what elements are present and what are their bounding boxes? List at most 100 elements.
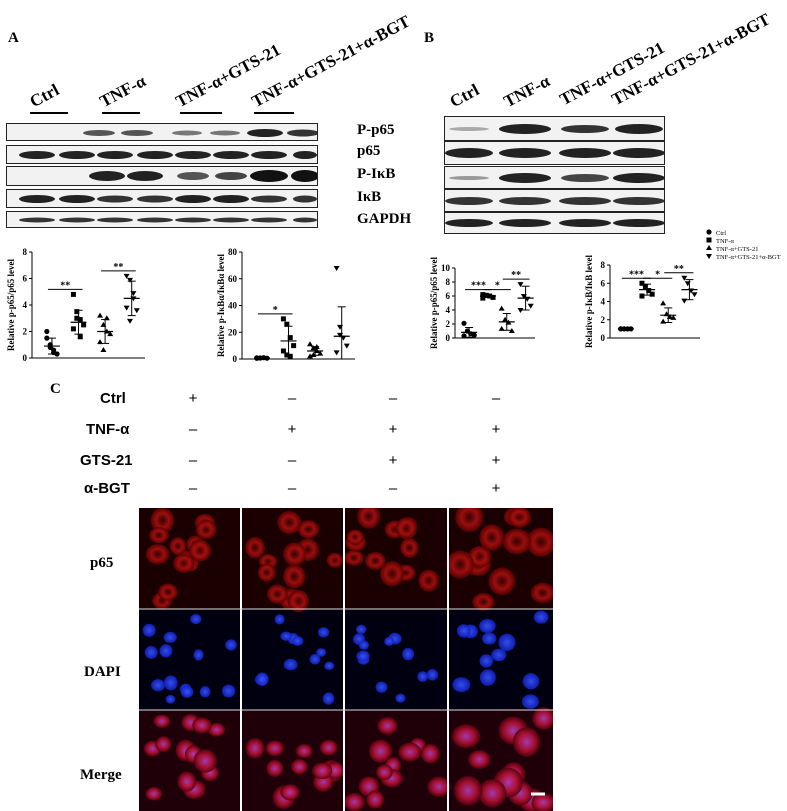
data-point — [287, 353, 293, 359]
data-point — [127, 318, 134, 324]
legend-marker — [706, 245, 712, 250]
data-point — [527, 303, 534, 309]
cell — [245, 737, 265, 759]
blot-b-p65 — [444, 141, 665, 165]
nucleus — [274, 614, 285, 625]
data-point — [280, 316, 286, 322]
cell — [468, 750, 491, 769]
cell — [472, 592, 495, 611]
data-point — [74, 315, 80, 321]
treatment-sign: – — [188, 480, 198, 497]
cell — [453, 775, 483, 806]
cell — [468, 545, 492, 568]
data-point — [307, 341, 314, 347]
data-point — [343, 343, 350, 349]
blot-a-p-p65 — [6, 123, 319, 141]
data-point — [490, 294, 496, 300]
cell — [155, 736, 172, 753]
cell — [344, 550, 364, 566]
nucleus — [522, 694, 539, 709]
y-tick-label: 10 — [441, 263, 451, 273]
blot-a-gapdh-bands — [19, 217, 317, 223]
cell — [245, 536, 265, 559]
treatment-label-gts: GTS-21 — [80, 452, 133, 469]
cell — [207, 722, 226, 737]
cell — [193, 749, 217, 773]
data-point — [670, 314, 677, 320]
data-point — [77, 334, 83, 340]
y-tick-label: 2 — [601, 315, 606, 325]
blot-a-p-p65-bands — [83, 129, 319, 137]
significance-label: * — [495, 281, 500, 292]
nucleus — [426, 669, 439, 681]
blot-label-gapdh: GAPDH — [357, 211, 412, 227]
nucleus — [452, 677, 471, 693]
data-point — [681, 275, 688, 281]
treatment-sign: – — [287, 452, 297, 469]
cell — [149, 527, 169, 544]
cell — [507, 508, 532, 528]
data-point — [646, 288, 652, 294]
data-point — [307, 353, 314, 359]
blot-b-gapdh-bands — [445, 219, 665, 227]
y-tick-label: 6 — [23, 274, 28, 284]
data-point — [517, 308, 524, 313]
cell — [455, 508, 484, 532]
legend-label: TNF-α+GTS-21 — [716, 246, 758, 253]
cell — [479, 524, 504, 551]
nucleus — [193, 649, 204, 661]
data-point — [44, 335, 50, 341]
nucleus — [221, 684, 236, 698]
nucleus — [280, 631, 292, 641]
data-point — [480, 295, 486, 301]
cell — [277, 510, 302, 534]
cell — [395, 517, 418, 540]
data-point — [333, 350, 340, 356]
nucleus — [356, 650, 370, 662]
significance-label: *** — [471, 281, 486, 292]
significance-label: ** — [674, 264, 684, 275]
nucleus — [479, 654, 494, 668]
y-axis-label: Relative p-IκBα/IκBα level — [216, 253, 226, 357]
treatment-label-ctrl: Ctrl — [100, 390, 126, 407]
legend-marker — [706, 254, 712, 259]
treatment-sign: + — [491, 452, 501, 469]
cell — [400, 537, 419, 558]
data-point — [333, 266, 340, 272]
significance-label: ** — [60, 280, 70, 291]
treatment-label-tnf: TNF-α — [86, 421, 130, 438]
blot-a-p-ikb — [6, 166, 319, 186]
cell — [189, 539, 212, 562]
data-point — [70, 326, 76, 332]
blot-a-p65-bands — [19, 151, 317, 159]
nucleus — [456, 624, 471, 638]
treatment-sign: – — [287, 480, 297, 497]
blot-b-ikb-bands — [445, 197, 665, 205]
data-point — [461, 320, 467, 326]
data-point — [471, 332, 477, 338]
nucleus — [283, 658, 298, 671]
nucleus — [316, 648, 327, 657]
data-point — [97, 312, 104, 318]
data-point — [284, 352, 290, 358]
nucleus — [151, 679, 165, 692]
cell — [398, 742, 422, 762]
cell — [266, 759, 284, 777]
cell — [530, 582, 553, 603]
blot-label-ikb: IκB — [357, 189, 382, 205]
nucleus — [395, 693, 406, 703]
nucleus — [482, 632, 497, 645]
cell — [418, 569, 439, 592]
blot-a-ikb-bands — [19, 195, 317, 203]
legend-label: TNF-α — [716, 238, 734, 245]
data-point — [81, 322, 87, 328]
y-tick-label: 2 — [446, 319, 451, 329]
chart-1: 0 2 4 6 8 Relative p-p65/p65 level ** ** — [6, 247, 145, 363]
cell — [380, 561, 404, 587]
data-point — [133, 308, 140, 314]
nucleus — [479, 669, 496, 686]
cell — [420, 743, 440, 764]
